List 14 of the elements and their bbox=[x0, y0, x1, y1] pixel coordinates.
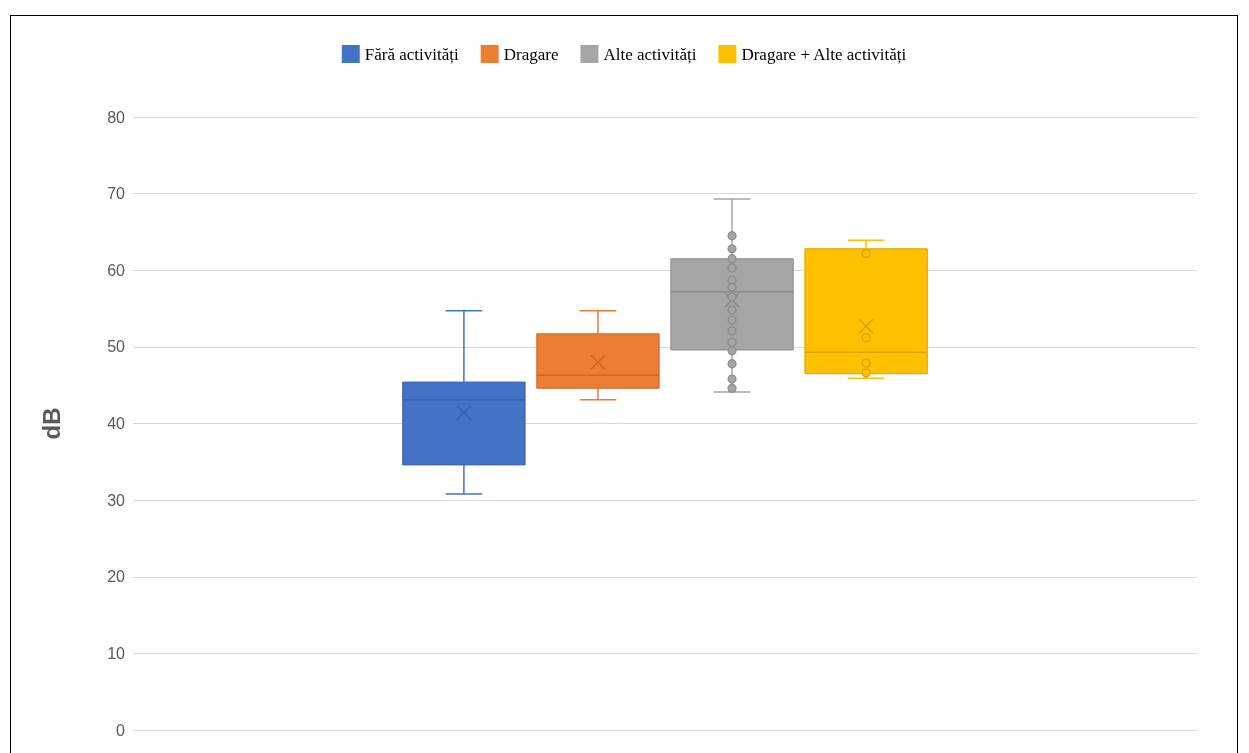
legend-label: Dragare + Alte activități bbox=[741, 44, 907, 64]
legend-label: Dragare bbox=[503, 44, 559, 64]
legend-label: Alte activități bbox=[603, 44, 697, 64]
y-tick-label: 10 bbox=[107, 644, 126, 662]
y-tick-label: 40 bbox=[107, 415, 126, 432]
y-tick-label: 50 bbox=[107, 338, 126, 356]
y-tick-label: 20 bbox=[107, 568, 126, 586]
y-tick-label: 30 bbox=[107, 491, 126, 509]
y-tick-label: 70 bbox=[107, 185, 126, 203]
y-tick-label: 80 bbox=[107, 108, 126, 126]
y-axis-title: dB bbox=[37, 407, 65, 440]
y-tick-label: 60 bbox=[107, 261, 126, 279]
legend-label: Fără activități bbox=[364, 44, 459, 64]
y-tick-label: 0 bbox=[116, 721, 126, 739]
